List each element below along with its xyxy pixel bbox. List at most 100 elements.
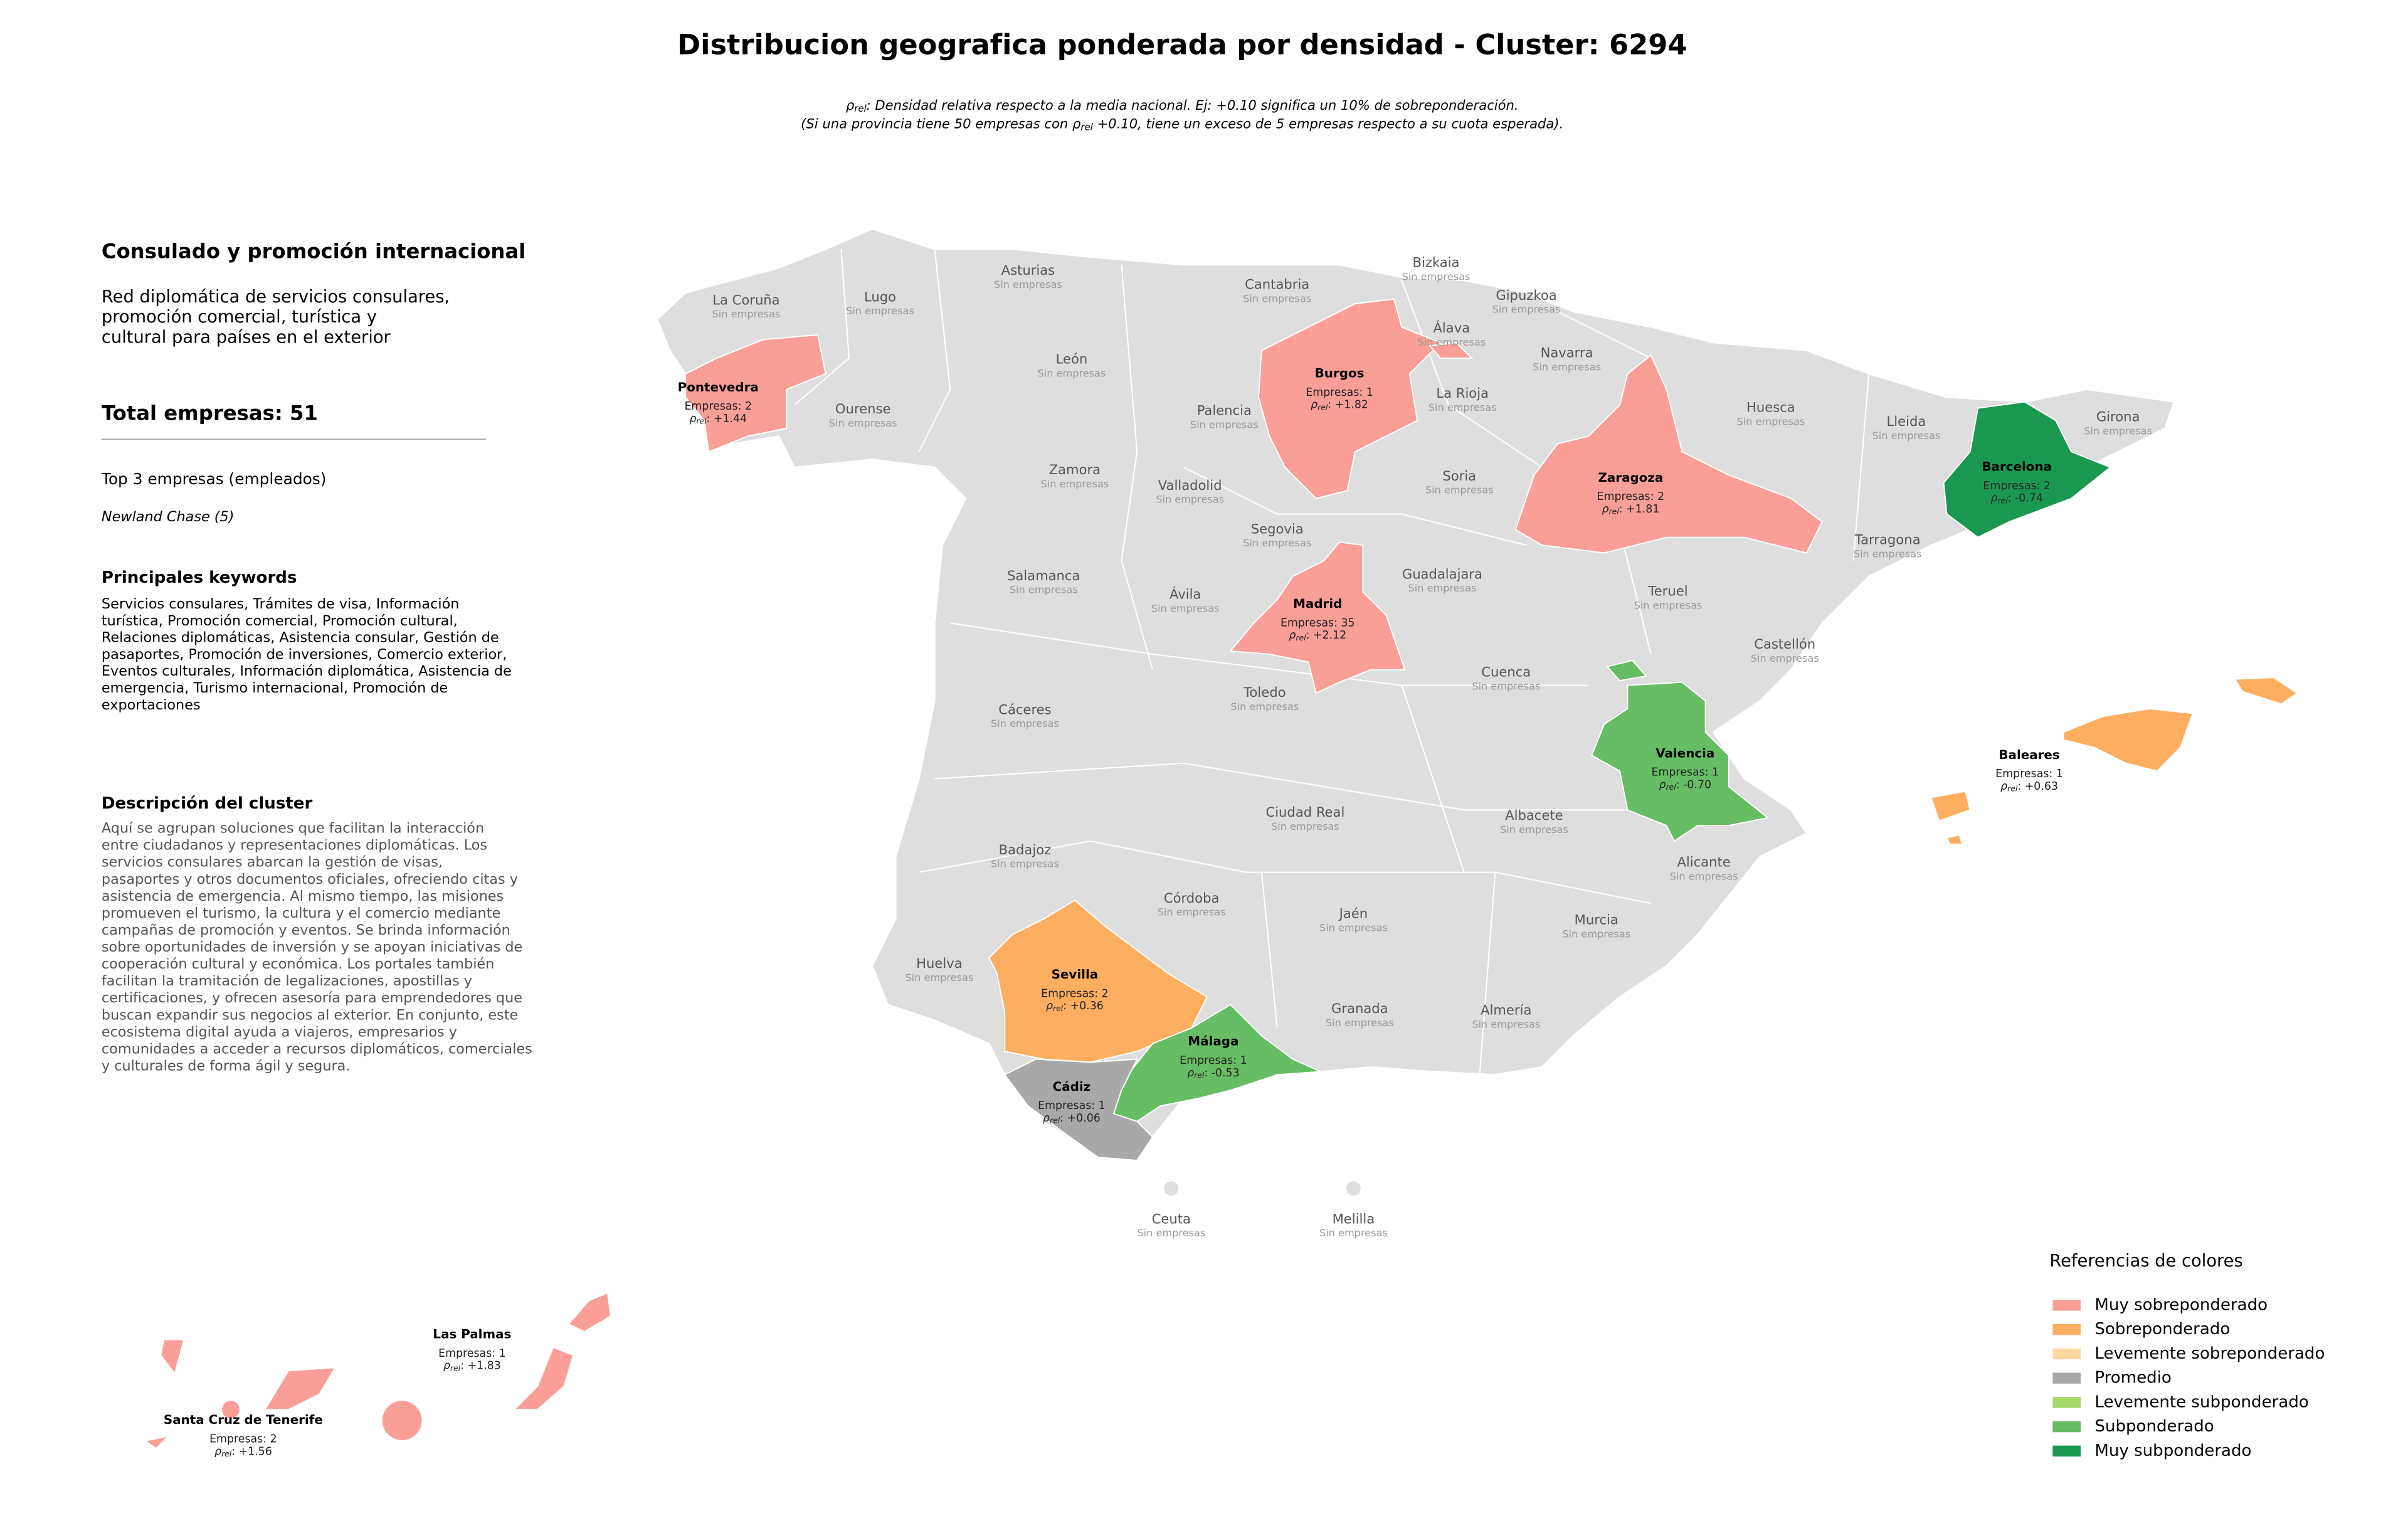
rho-sep: : <box>460 1360 467 1372</box>
province-shape <box>1229 541 1406 694</box>
no-data-label: Sin empresas <box>1417 336 1486 348</box>
no-data-label: Sin empresas <box>1040 478 1109 490</box>
rho-sep: : <box>231 1445 238 1458</box>
rho-sep: : <box>1204 1067 1211 1080</box>
rho-value: -0.70 <box>1683 779 1711 792</box>
map <box>143 228 2298 1450</box>
province-shape <box>1163 1180 1180 1197</box>
rho-sep: : <box>1328 399 1334 411</box>
subtitle-line: (Si una provincia tiene 50 empresas con … <box>801 116 1563 133</box>
no-data-label: Sin empresas <box>1500 824 1568 836</box>
keywords-heading: Principales keywords <box>102 568 297 587</box>
province-name: Ceuta <box>1152 1211 1191 1226</box>
no-data-label: Sin empresas <box>1038 367 1106 379</box>
rho-value: +0.06 <box>1067 1112 1101 1125</box>
keyword-line: exportaciones <box>102 697 201 713</box>
province-shape <box>143 1435 171 1450</box>
rho-sub: rel <box>2007 783 2018 793</box>
province-shape <box>1946 834 1963 845</box>
province-name: Toledo <box>1243 684 1286 700</box>
subtitle-line: ρrel: Densidad relativa respecto a la me… <box>846 97 1519 114</box>
legend-label: Levemente sobreponderado <box>2094 1344 2325 1363</box>
no-data-label: Sin empresas <box>1533 361 1601 373</box>
province-name: Salamanca <box>1007 568 1080 583</box>
province-name: Huesca <box>1746 400 1795 415</box>
no-data-label: Sin empresas <box>991 858 1059 870</box>
rho-value: +1.82 <box>1335 399 1368 411</box>
description-heading: Descripción del cluster <box>102 794 313 813</box>
no-data-label: Sin empresas <box>2084 425 2152 437</box>
keyword-line: Relaciones diplomáticas, Asistencia cons… <box>102 630 499 646</box>
no-data-label: Sin empresas <box>1751 652 1819 664</box>
no-data-label: Sin empresas <box>1326 1017 1394 1029</box>
rho-symbol: ρ <box>846 97 855 113</box>
description-line: entre ciudadanos y representaciones dipl… <box>102 837 487 854</box>
province-name: Barcelona <box>1982 459 2052 474</box>
legend-label: Subponderado <box>2094 1417 2214 1436</box>
province-name: Segovia <box>1251 521 1304 536</box>
no-data-label: Sin empresas <box>994 279 1062 290</box>
legend-swatch <box>2052 1445 2081 1457</box>
rho-sep: : <box>1306 629 1313 642</box>
province-name: Santa Cruz de Tenerife <box>164 1413 323 1427</box>
province-name: Burgos <box>1315 366 1365 380</box>
rho-symbol: ρ <box>1311 399 1318 411</box>
province-shape <box>2234 677 2298 705</box>
legend-swatch <box>2052 1324 2081 1335</box>
description-line: comunidades a acceder a recursos diplomá… <box>102 1041 532 1057</box>
no-data-label: Sin empresas <box>991 718 1059 730</box>
province-shape <box>263 1367 337 1411</box>
no-data-label: Sin empresas <box>1408 582 1477 594</box>
legend-label: Sobreponderado <box>2094 1320 2230 1339</box>
rho-symbol: ρ <box>443 1360 450 1372</box>
rho-sub: rel <box>450 1363 461 1372</box>
province-name: Girona <box>2096 408 2140 424</box>
rho-value: -0.53 <box>1212 1067 1240 1080</box>
no-data-label: Sin empresas <box>1736 415 1805 427</box>
description-line: y culturales de forma ágil y segura. <box>102 1058 351 1074</box>
no-data-label: Sin empresas <box>1319 1227 1388 1239</box>
province-name: Jaén <box>1338 906 1368 921</box>
rho-sub: rel <box>221 1449 232 1458</box>
no-data-label: Sin empresas <box>1634 599 1703 611</box>
rho-sep: : <box>2008 492 2015 505</box>
legend-swatch <box>2052 1372 2081 1384</box>
description-line: buscan expandir sus negocios al exterior… <box>102 1007 518 1023</box>
rho-label: ρrel: +1.56 <box>214 1445 272 1458</box>
no-data-label: Sin empresas <box>1243 537 1311 549</box>
rho-sub: rel <box>1053 1003 1064 1012</box>
rho-sub: rel <box>1050 1115 1060 1125</box>
no-data-label: Sin empresas <box>1243 292 1311 304</box>
rho-symbol: ρ <box>2000 780 2007 793</box>
description-line: Aquí se agrupan soluciones que facilitan… <box>102 820 484 837</box>
province-name: Almería <box>1481 1002 1531 1018</box>
legend-title: Referencias de colores <box>2049 1251 2242 1271</box>
keyword-line: emergencia, Turismo internacional, Promo… <box>102 680 448 696</box>
province-shape <box>221 1399 241 1420</box>
rho-sub: rel <box>1666 782 1677 792</box>
province-borders <box>794 249 1870 1075</box>
province-shape <box>1344 1180 1362 1197</box>
rho-sep: : <box>1619 503 1626 516</box>
summary-line: promoción comercial, turística y <box>102 307 377 327</box>
rho-symbol: ρ <box>214 1445 221 1458</box>
province-name: Bizkaia <box>1413 255 1460 270</box>
province-name: Sevilla <box>1052 967 1099 982</box>
empresas-label: Empresas: 35 <box>1281 617 1355 629</box>
empresas-label: Empresas: 1 <box>1652 767 1719 779</box>
province-name: Córdoba <box>1164 890 1220 906</box>
rho-label: ρrel: +2.12 <box>1289 629 1346 642</box>
province-shape <box>1606 659 1648 682</box>
no-data-label: Sin empresas <box>1158 906 1226 918</box>
province-name: Valencia <box>1656 746 1714 760</box>
rho-sub: rel <box>1318 402 1328 411</box>
rho-sub: rel <box>1997 496 2008 505</box>
province-shape <box>1257 298 1442 499</box>
empresas-label: Empresas: 1 <box>1038 1100 1106 1112</box>
province-name: Granada <box>1331 1000 1388 1016</box>
subtitle-text: +0.10, tiene un exceso de 5 empresas res… <box>1093 116 1564 132</box>
province-name: Ávila <box>1170 586 1201 602</box>
rho-sub: rel <box>1608 506 1619 516</box>
